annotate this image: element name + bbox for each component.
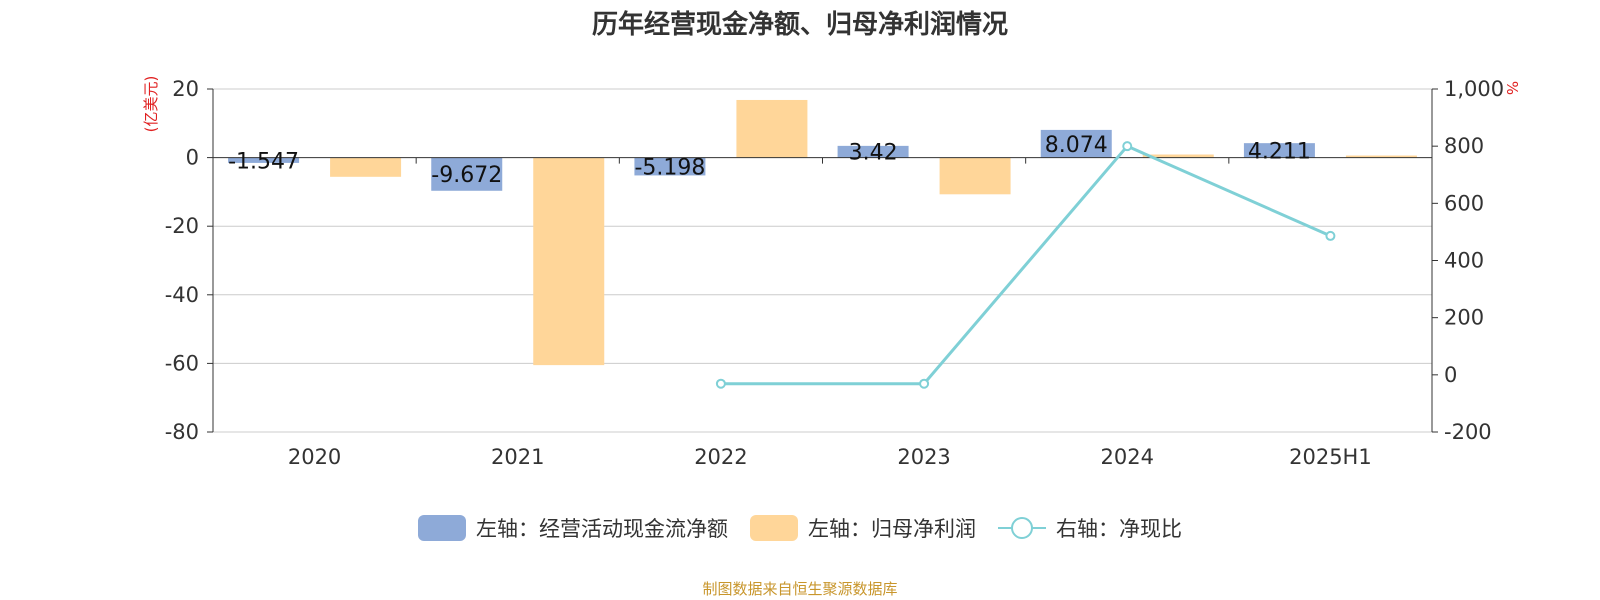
- ratio-point: [715, 378, 726, 389]
- bar-net-profit: [736, 99, 808, 158]
- left-tick-label: -80: [165, 420, 199, 444]
- bar-net-profit: [939, 157, 1011, 195]
- x-tick-label: 2023: [897, 445, 950, 469]
- data-label-cashflow: -9.672: [431, 163, 502, 188]
- data-label-cashflow: 8.074: [1045, 133, 1108, 158]
- data-label-cashflow: -1.547: [228, 149, 299, 174]
- data-label-cashflow: 3.42: [849, 141, 898, 166]
- legend-label-net-profit: 左轴：归母净利润: [808, 517, 976, 541]
- left-axis-unit: (亿美元): [142, 76, 160, 133]
- bar-net-profit: [533, 157, 605, 366]
- left-tick-label: 20: [172, 77, 199, 101]
- bar-net-profit: [1142, 154, 1214, 158]
- ratio-line-path: [720, 144, 1332, 386]
- ratio-point: [919, 378, 930, 389]
- left-tick-label: -60: [165, 351, 199, 375]
- chart-title: 历年经营现金净额、归母净利润情况: [591, 10, 1008, 40]
- left-tick-label: -40: [165, 283, 199, 307]
- bar-cashflow: [1243, 143, 1315, 158]
- x-tick-label: 2022: [694, 445, 747, 469]
- legend-item-cashflow[interactable]: 左轴：经营活动现金流净额: [418, 513, 728, 543]
- right-axis-unit: %: [1503, 81, 1521, 95]
- legend: 左轴：经营活动现金流净额 左轴：归母净利润 右轴：净现比: [0, 512, 1600, 544]
- left-tick-label: 0: [186, 146, 199, 170]
- right-tick-label: 1,000: [1444, 77, 1504, 101]
- x-tick-label: 2025H1: [1289, 445, 1372, 469]
- ratio-point: [1325, 230, 1336, 241]
- axes: 200-20-40-60-801,0008006004002000-200202…: [142, 76, 1521, 469]
- legend-swatch-cashflow: [418, 515, 466, 541]
- right-tick-label: 0: [1444, 363, 1457, 387]
- source-note: 制图数据来自恒生聚源数据库: [702, 580, 898, 598]
- bar-cashflow: [837, 145, 909, 158]
- bar-net-profit: [1345, 155, 1417, 158]
- right-tick-label: 600: [1444, 191, 1484, 215]
- ratio-point: [1122, 141, 1133, 152]
- bars: [228, 99, 1417, 366]
- x-tick-label: 2020: [288, 445, 341, 469]
- bar-cashflow: [1040, 129, 1112, 158]
- right-tick-label: 200: [1444, 306, 1484, 330]
- bar-cashflow: [228, 157, 300, 163]
- ratio-line: [715, 141, 1336, 389]
- right-tick-label: 400: [1444, 249, 1484, 273]
- right-tick-label: -200: [1444, 420, 1492, 444]
- legend-label-ratio: 右轴：净现比: [1056, 517, 1182, 541]
- legend-item-net-profit[interactable]: 左轴：归母净利润: [750, 513, 976, 543]
- legend-label-cashflow: 左轴：经营活动现金流净额: [476, 517, 728, 541]
- data-labels: -1.547 -9.672 -5.198 3.42 8.074 4.211: [228, 133, 1311, 188]
- right-tick-label: 800: [1444, 134, 1484, 158]
- legend-swatch-ratio: [998, 517, 1046, 539]
- legend-swatch-net-profit: [750, 515, 798, 541]
- grid-lines: [213, 88, 1432, 433]
- x-tick-label: 2024: [1101, 445, 1154, 469]
- x-tick-label: 2021: [491, 445, 544, 469]
- data-label-cashflow: -5.198: [634, 156, 705, 181]
- bar-net-profit: [330, 157, 402, 177]
- bar-cashflow: [634, 157, 706, 176]
- left-tick-label: -20: [165, 214, 199, 238]
- data-label-cashflow: 4.211: [1248, 139, 1311, 164]
- legend-item-ratio[interactable]: 右轴：净现比: [998, 513, 1182, 543]
- bar-cashflow: [431, 157, 503, 191]
